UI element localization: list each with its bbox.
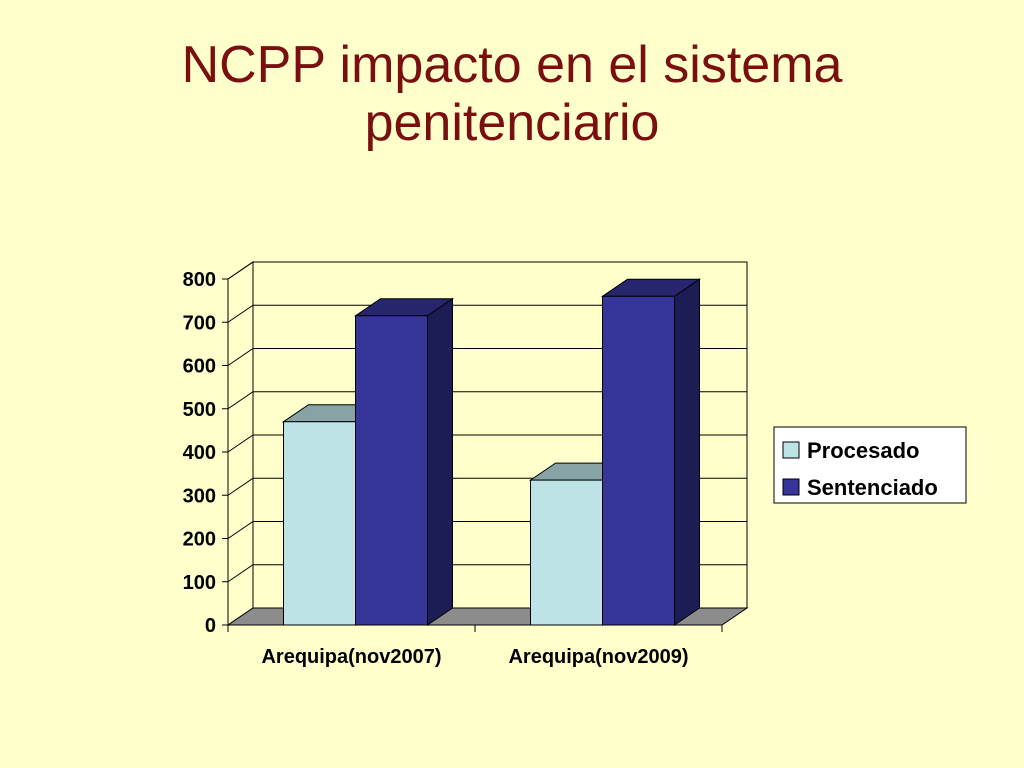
- chart-legend: Procesado Sentenciado: [773, 426, 967, 504]
- y-tick-label: 0: [205, 615, 216, 637]
- chart-bars: [281, 278, 702, 626]
- slide-title-line-2: penitenciario: [364, 94, 660, 152]
- y-tick-label: 200: [183, 529, 216, 551]
- bar-sentenciado-1: [600, 278, 702, 626]
- y-tick-label: 400: [183, 442, 216, 464]
- legend-swatch: [782, 478, 800, 496]
- bar-side: [427, 297, 453, 626]
- y-axis-ticks: 0 100 200 300 400 500 600 700 800: [183, 269, 228, 637]
- y-tick-label: 600: [183, 356, 216, 378]
- y-tick-label: 100: [183, 572, 216, 594]
- gridline: [227, 391, 747, 410]
- gridline: [227, 348, 747, 366]
- bar-front: [530, 479, 603, 626]
- bar-front: [602, 295, 675, 626]
- bar-front: [283, 421, 356, 626]
- y-tick-label: 700: [183, 312, 216, 334]
- gridline: [227, 304, 747, 323]
- x-tick-label: Arequipa(nov2009): [508, 646, 688, 668]
- y-tick-label: 300: [183, 485, 216, 507]
- gridline: [227, 434, 747, 453]
- gridline: [227, 261, 747, 280]
- x-axis-ticks: Arequipa(nov2007) Arequipa(nov2009): [227, 625, 723, 668]
- bar-sentenciado-0: [353, 297, 455, 626]
- legend-label: Sentenciado: [807, 475, 938, 500]
- y-tick-label: 500: [183, 399, 216, 421]
- legend-swatch: [782, 441, 800, 459]
- x-tick-label: Arequipa(nov2007): [261, 646, 441, 668]
- bar-front: [355, 315, 428, 626]
- slide-title: NCPP impacto en el sistema penitenciario: [0, 36, 1024, 152]
- y-tick-label: 800: [183, 269, 216, 291]
- legend-label: Procesado: [807, 438, 920, 463]
- legend-box: [773, 426, 967, 504]
- bar-side: [674, 278, 700, 626]
- slide-title-line-1: NCPP impacto en el sistema: [181, 36, 843, 94]
